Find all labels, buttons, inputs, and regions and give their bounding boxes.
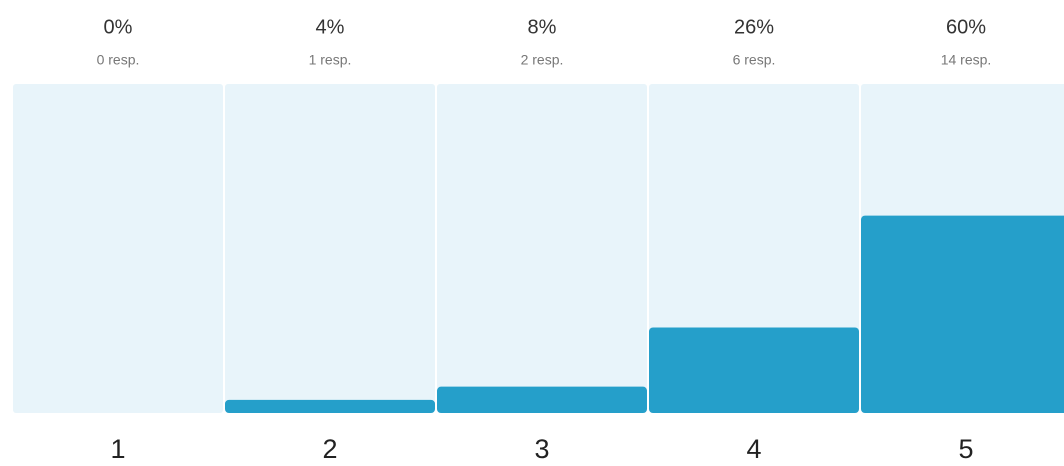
x-tick-label: 5 (958, 434, 973, 464)
response-count: 1 resp. (309, 52, 352, 68)
percent-label: 0% (104, 16, 133, 38)
x-tick-label: 4 (746, 434, 761, 464)
percent-label: 4% (316, 16, 345, 38)
bar (225, 399, 435, 413)
x-tick-label: 3 (534, 434, 549, 464)
x-tick-label: 2 (322, 434, 337, 464)
percent-label: 26% (734, 16, 774, 38)
response-count: 6 resp. (733, 52, 776, 68)
bar-track (13, 84, 223, 413)
percent-label: 60% (946, 16, 986, 38)
bar (649, 327, 859, 413)
bar (861, 215, 1064, 413)
bar-track (437, 84, 647, 413)
x-tick-label: 1 (110, 434, 125, 464)
response-count: 2 resp. (521, 52, 564, 68)
response-count: 0 resp. (97, 52, 140, 68)
bar (437, 386, 647, 413)
response-count: 14 resp. (941, 52, 992, 68)
bar-track (225, 84, 435, 413)
percent-label: 8% (528, 16, 557, 38)
